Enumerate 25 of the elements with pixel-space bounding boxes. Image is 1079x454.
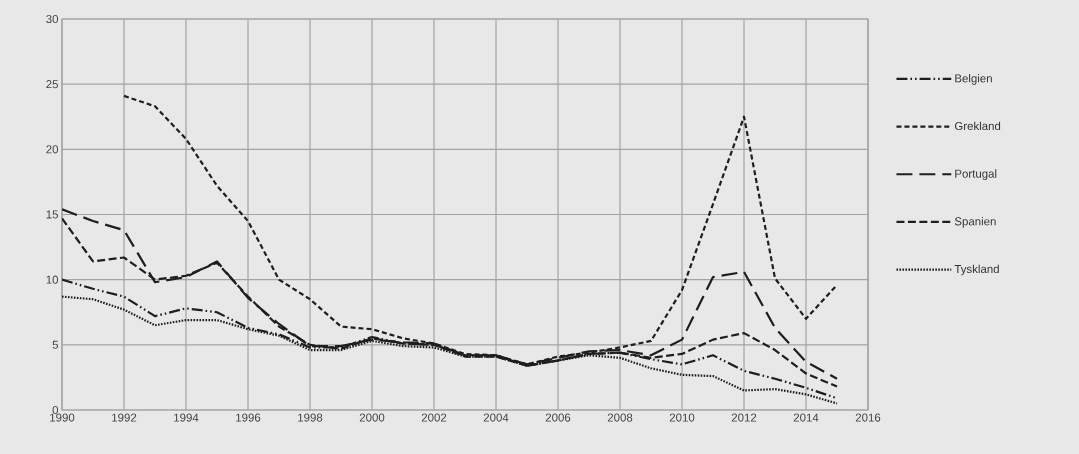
- legend-label: Tyskland: [954, 264, 999, 276]
- y-tick-label: 15: [46, 210, 58, 219]
- x-tick-label: 2004: [483, 413, 509, 422]
- legend-label: Spanien: [954, 216, 996, 228]
- y-tick-label: 30: [46, 14, 59, 24]
- y-tick-label: 10: [46, 275, 59, 284]
- x-tick-label: 2014: [793, 413, 819, 422]
- x-tick-label: 2016: [855, 413, 881, 422]
- x-tick-label: 2010: [669, 413, 695, 422]
- x-tick-label: 2008: [607, 413, 633, 422]
- x-tick-label: 1994: [174, 413, 199, 422]
- x-tick-label: 2002: [421, 413, 447, 422]
- y-tick-label: 20: [46, 145, 59, 154]
- x-tick-label: 2000: [359, 413, 385, 422]
- x-tick-label: 2012: [731, 413, 757, 422]
- x-tick-label: 1992: [112, 413, 137, 422]
- x-tick-label: 1998: [298, 413, 323, 422]
- y-tick-label: 5: [52, 340, 58, 349]
- y-tick-label: 25: [46, 80, 58, 89]
- x-tick-label: 2006: [545, 413, 571, 422]
- legend-label: Grekland: [954, 121, 1001, 131]
- legend-label: Portugal: [955, 169, 997, 180]
- x-tick-label: 1996: [236, 413, 261, 422]
- legend-label: Belgien: [955, 74, 992, 85]
- x-tick-label: 1990: [50, 413, 75, 422]
